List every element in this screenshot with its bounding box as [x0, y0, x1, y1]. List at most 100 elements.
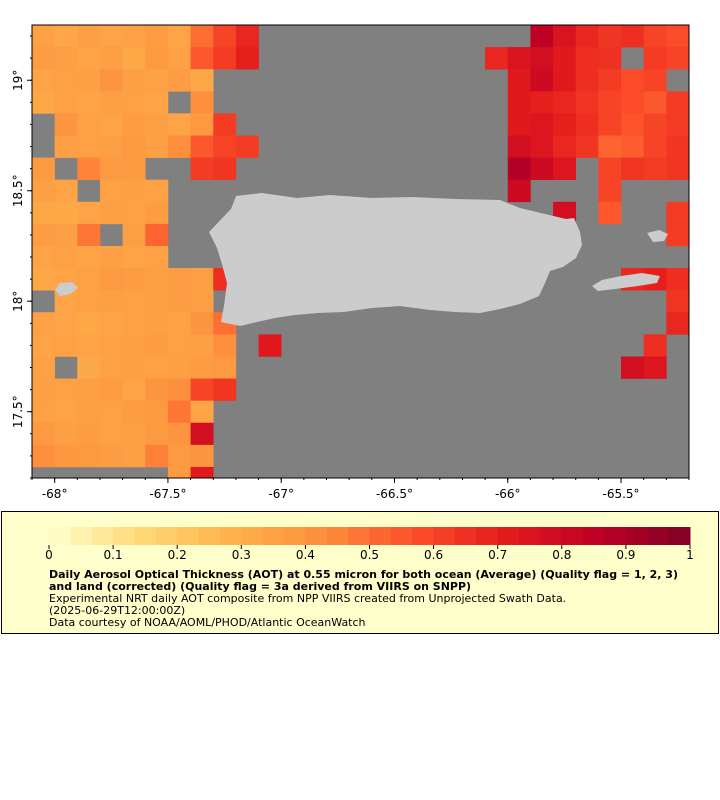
aot-cell[interactable]	[507, 113, 531, 136]
aot-cell[interactable]	[122, 422, 146, 446]
aot-cell[interactable]	[553, 135, 577, 158]
aot-cell[interactable]	[145, 47, 169, 70]
aot-cell[interactable]	[598, 179, 622, 203]
aot-cell[interactable]	[213, 356, 237, 379]
aot-cell[interactable]	[530, 69, 554, 92]
aot-cell[interactable]	[190, 135, 214, 158]
aot-cell[interactable]	[77, 312, 101, 335]
aot-cell[interactable]	[598, 91, 622, 114]
aot-cell[interactable]	[99, 444, 123, 468]
aot-cell[interactable]	[213, 47, 237, 70]
aot-cell[interactable]	[32, 312, 55, 335]
aot-cell[interactable]	[598, 113, 622, 136]
aot-cell[interactable]	[99, 268, 123, 291]
aot-cell[interactable]	[77, 422, 101, 446]
aot-cell[interactable]	[167, 356, 191, 379]
aot-cell[interactable]	[77, 135, 101, 158]
aot-cell[interactable]	[145, 378, 169, 401]
aot-cell[interactable]	[122, 157, 146, 180]
aot-cell[interactable]	[553, 25, 577, 48]
aot-cell[interactable]	[99, 290, 123, 313]
aot-cell[interactable]	[99, 179, 123, 203]
aot-cell[interactable]	[167, 312, 191, 335]
aot-cell[interactable]	[213, 135, 237, 158]
aot-cell[interactable]	[99, 69, 123, 92]
aot-cell[interactable]	[167, 25, 191, 48]
aot-cell[interactable]	[122, 378, 146, 401]
aot-cell[interactable]	[190, 422, 214, 446]
aot-cell[interactable]	[54, 47, 78, 70]
aot-cell[interactable]	[77, 25, 101, 48]
aot-cell[interactable]	[99, 334, 123, 357]
aot-cell[interactable]	[99, 25, 123, 48]
aot-cell[interactable]	[77, 334, 101, 357]
aot-cell[interactable]	[99, 245, 123, 269]
aot-cell[interactable]	[190, 113, 214, 136]
aot-cell[interactable]	[145, 113, 169, 136]
aot-cell[interactable]	[77, 400, 101, 424]
aot-cell[interactable]	[99, 113, 123, 136]
aot-cell[interactable]	[122, 400, 146, 424]
aot-cell[interactable]	[598, 157, 622, 180]
aot-cell[interactable]	[666, 113, 690, 136]
aot-cell[interactable]	[530, 47, 554, 70]
aot-cell[interactable]	[54, 135, 78, 158]
aot-cell[interactable]	[213, 378, 237, 401]
aot-cell[interactable]	[666, 312, 690, 335]
aot-cell[interactable]	[621, 25, 644, 48]
aot-cell[interactable]	[145, 422, 169, 446]
aot-cell[interactable]	[32, 245, 55, 269]
aot-cell[interactable]	[167, 378, 191, 401]
aot-cell[interactable]	[666, 47, 690, 70]
aot-cell[interactable]	[77, 356, 101, 379]
aot-cell[interactable]	[666, 290, 690, 313]
aot-cell[interactable]	[32, 378, 55, 401]
aot-cell[interactable]	[99, 422, 123, 446]
aot-cell[interactable]	[643, 157, 667, 180]
aot-cell[interactable]	[190, 356, 214, 379]
aot-cell[interactable]	[145, 444, 169, 468]
aot-cell[interactable]	[54, 245, 78, 269]
aot-cell[interactable]	[145, 135, 169, 158]
aot-cell[interactable]	[666, 91, 690, 114]
aot-cell[interactable]	[575, 135, 599, 158]
aot-cell[interactable]	[190, 444, 214, 468]
aot-cell[interactable]	[145, 69, 169, 92]
aot-cell[interactable]	[666, 157, 690, 180]
aot-cell[interactable]	[167, 113, 191, 136]
aot-cell[interactable]	[54, 113, 78, 136]
aot-cell[interactable]	[167, 268, 191, 291]
aot-cell[interactable]	[145, 245, 169, 269]
aot-cell[interactable]	[598, 47, 622, 70]
aot-cell[interactable]	[598, 135, 622, 158]
aot-cell[interactable]	[553, 113, 577, 136]
aot-cell[interactable]	[167, 135, 191, 158]
aot-cell[interactable]	[32, 223, 55, 247]
aot-cell[interactable]	[77, 201, 101, 225]
aot-cell[interactable]	[77, 69, 101, 92]
aot-cell[interactable]	[553, 69, 577, 92]
aot-cell[interactable]	[213, 157, 237, 180]
aot-cell[interactable]	[598, 201, 622, 225]
aot-cell[interactable]	[77, 113, 101, 136]
aot-cell[interactable]	[190, 268, 214, 291]
aot-cell[interactable]	[666, 25, 690, 48]
aot-cell[interactable]	[99, 400, 123, 424]
aot-map[interactable]: -68° -67.5° -67° -66.5° -66° -65.5° 17.5°18°1…	[0, 0, 720, 505]
aot-cell[interactable]	[643, 113, 667, 136]
aot-cell[interactable]	[145, 179, 169, 203]
aot-cell[interactable]	[507, 47, 531, 70]
aot-cell[interactable]	[190, 400, 214, 424]
aot-cell[interactable]	[575, 113, 599, 136]
aot-cell[interactable]	[77, 223, 101, 247]
aot-cell[interactable]	[77, 268, 101, 291]
aot-cell[interactable]	[167, 47, 191, 70]
aot-cell[interactable]	[122, 25, 146, 48]
aot-cell[interactable]	[145, 25, 169, 48]
aot-cell[interactable]	[122, 245, 146, 269]
aot-cell[interactable]	[54, 312, 78, 335]
aot-cell[interactable]	[507, 157, 531, 180]
aot-cell[interactable]	[167, 422, 191, 446]
aot-cell[interactable]	[190, 290, 214, 313]
aot-cell[interactable]	[54, 223, 78, 247]
